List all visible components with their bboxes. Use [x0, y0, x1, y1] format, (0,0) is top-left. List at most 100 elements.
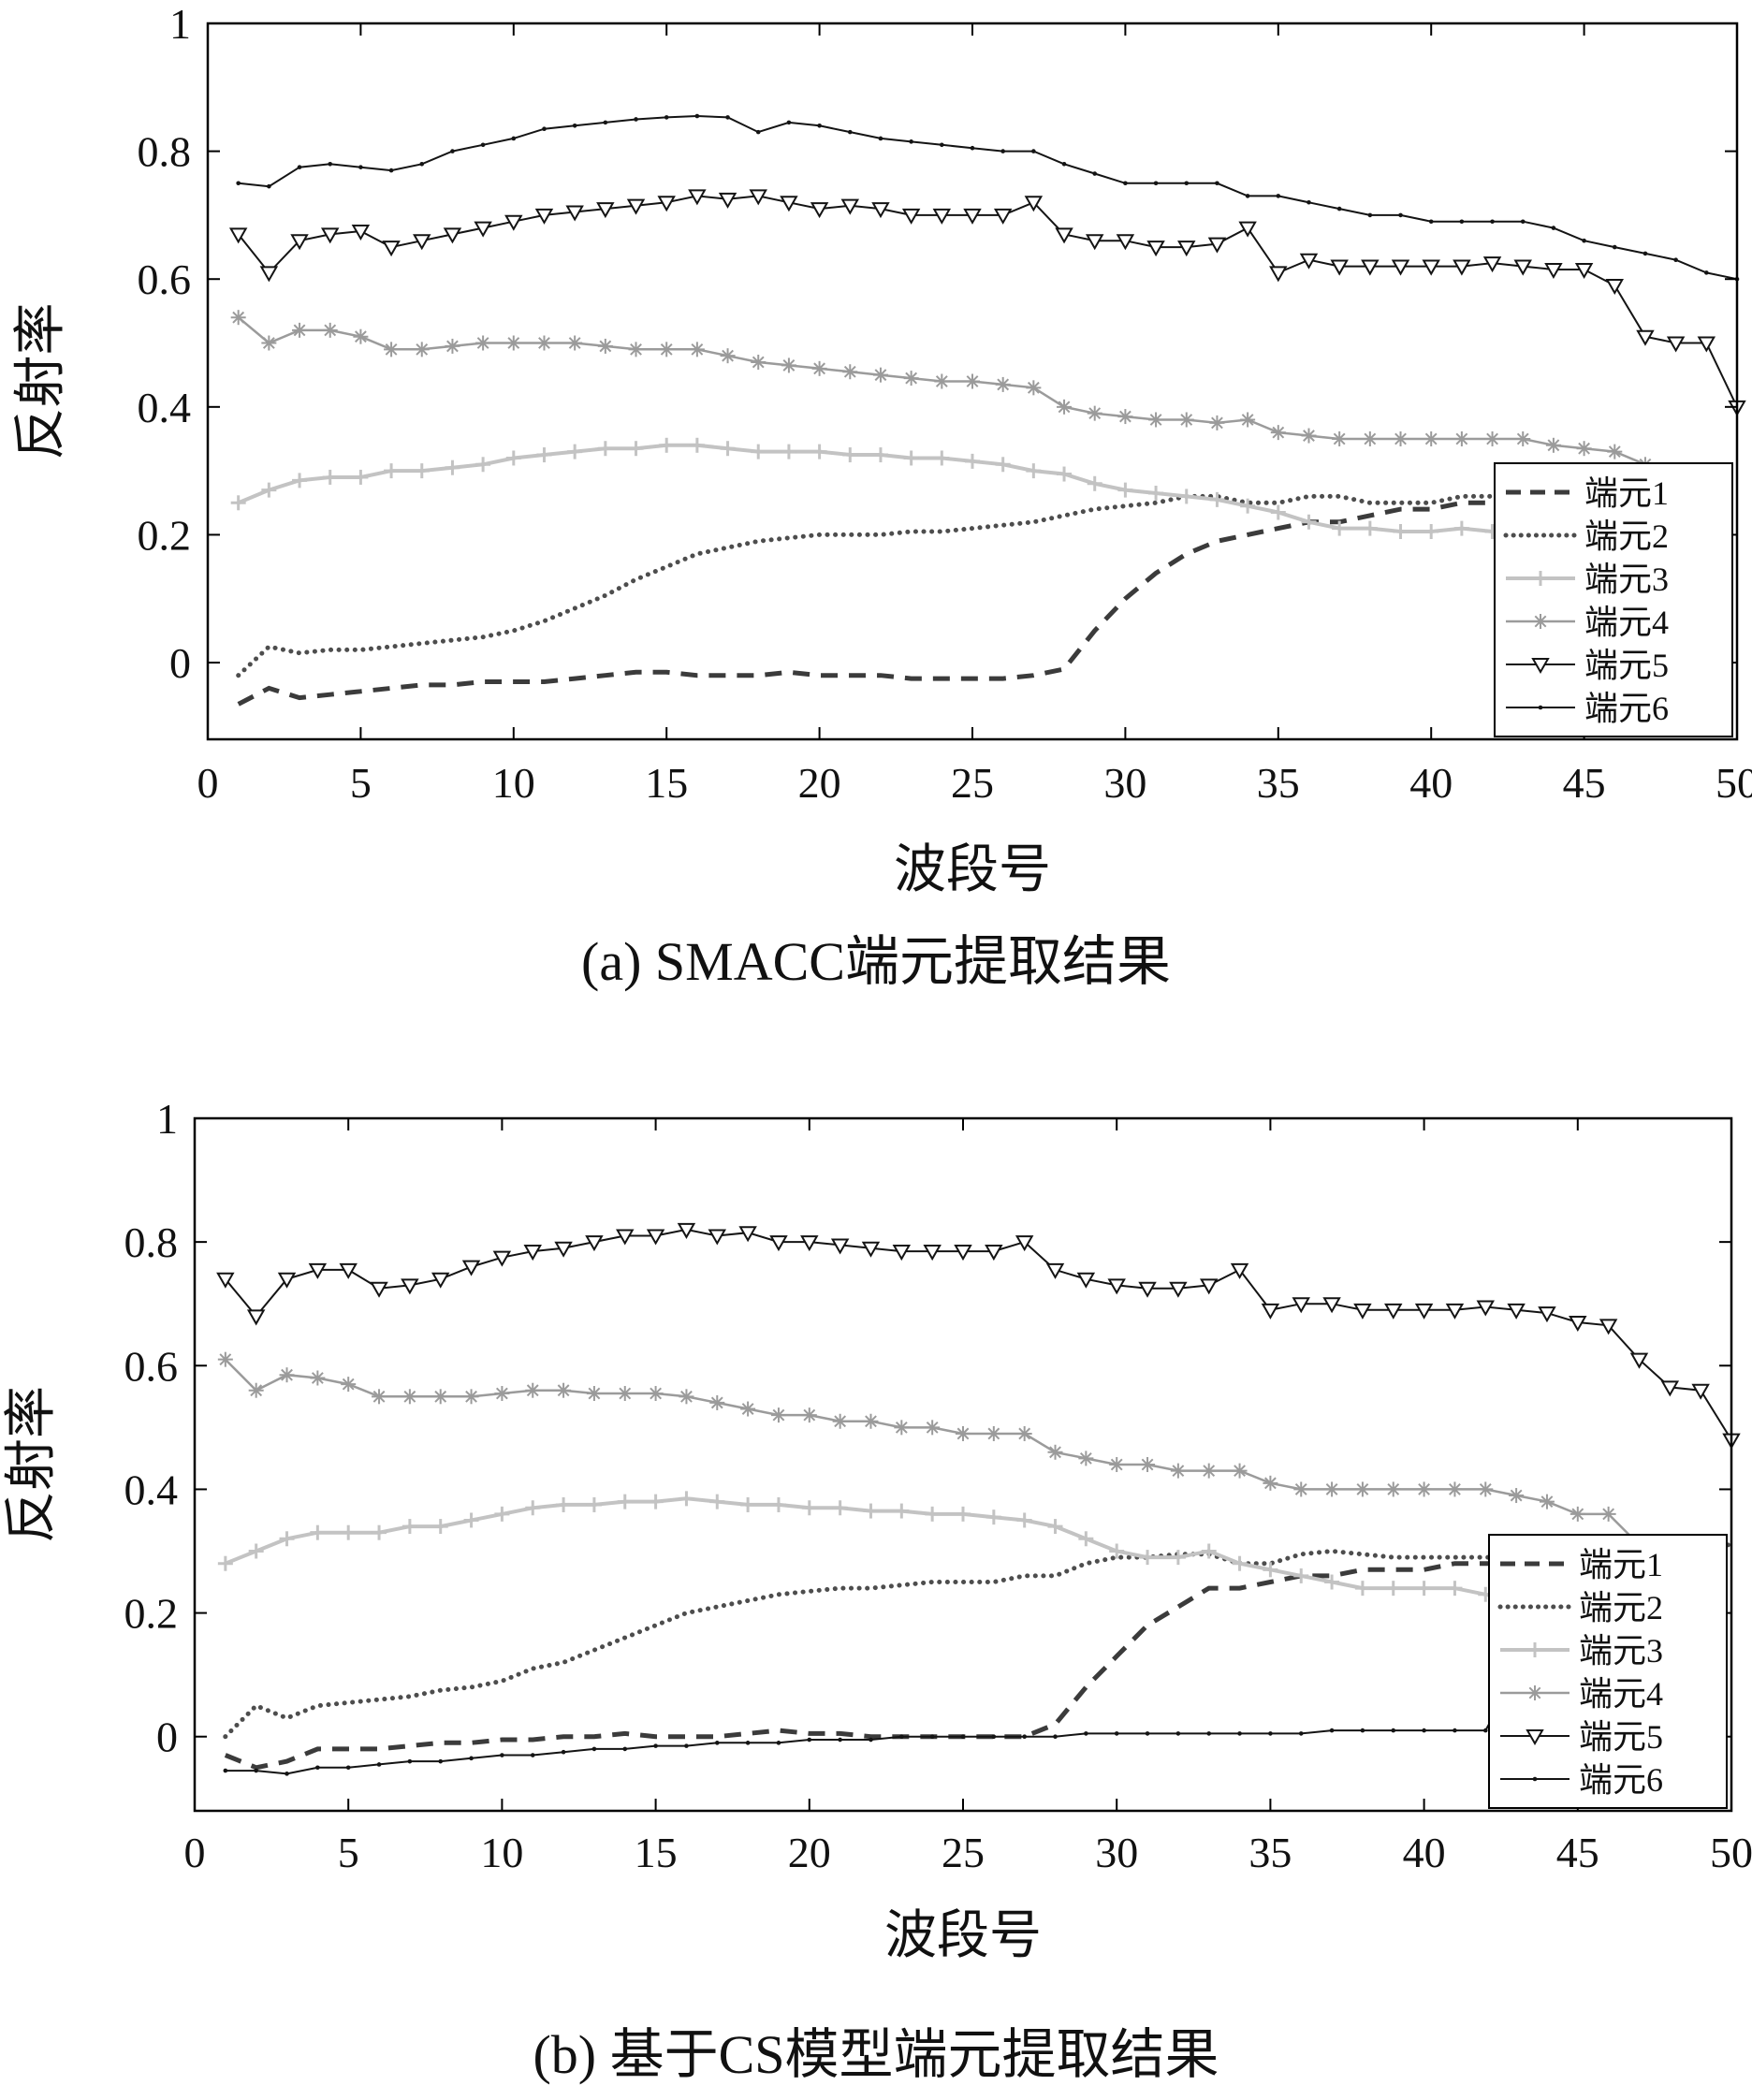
x-tick-label: 5	[338, 1829, 359, 1876]
triangle-down-marker	[228, 227, 248, 244]
asterisk-marker	[1201, 1463, 1217, 1479]
dot-marker	[285, 1772, 289, 1776]
y-tick-label: 0.6	[124, 1342, 179, 1390]
plus-marker	[709, 1494, 725, 1509]
asterisk-marker	[751, 355, 766, 371]
dot-marker	[1582, 238, 1586, 243]
triangle-down-marker	[1482, 256, 1502, 273]
dot-marker	[786, 120, 792, 125]
triangle-down-marker	[492, 1250, 512, 1267]
asterisk-marker	[230, 310, 246, 326]
asterisk-marker	[617, 1386, 633, 1402]
plus-marker	[1140, 1550, 1156, 1566]
dot-marker	[817, 123, 822, 128]
legend-box	[1494, 462, 1733, 737]
plus-marker	[1270, 504, 1286, 520]
dot-marker	[776, 1741, 781, 1745]
dot-marker	[1704, 270, 1709, 275]
asterisk-marker	[1576, 441, 1592, 457]
plus-marker	[679, 1491, 694, 1507]
dot-marker	[1360, 1728, 1365, 1733]
x-tick-label: 15	[635, 1829, 678, 1876]
triangle-down-marker	[534, 208, 554, 225]
series-line-端元6	[225, 1674, 1517, 1775]
dot-marker	[480, 142, 486, 148]
plus-marker	[1109, 1543, 1125, 1559]
triangle-down-marker	[1353, 1303, 1372, 1320]
triangle-down-marker	[523, 1245, 542, 1261]
asterisk-marker	[567, 335, 583, 351]
plus-marker	[292, 473, 308, 489]
series-line-端元6	[238, 114, 1738, 281]
y-tick-label: 0.2	[138, 511, 192, 559]
dot-marker	[714, 1741, 720, 1745]
asterisk-marker	[372, 1389, 387, 1405]
dot-marker	[407, 1758, 413, 1764]
dot-marker	[847, 129, 853, 135]
dot-marker	[1206, 1731, 1212, 1736]
plus-marker	[402, 1519, 417, 1535]
asterisk-marker	[1047, 1444, 1063, 1460]
triangle-down-marker	[1384, 1303, 1403, 1320]
dot-marker	[1551, 226, 1556, 230]
plus-marker	[934, 450, 950, 466]
triangle-down-marker	[1116, 234, 1135, 251]
triangle-down-marker	[1107, 1278, 1126, 1295]
dot-marker	[970, 145, 975, 151]
triangle-down-marker	[1299, 253, 1319, 270]
dot-marker	[388, 168, 394, 173]
triangle-down-marker	[1292, 1297, 1310, 1314]
legend-label: 端元5	[1584, 647, 1669, 684]
chart-a-smacc: 0 5 10 15 20 25 30 35 40 45 50 0 0.2 0.4 0.6 0.8 1 波段号 反射率…	[12, 0, 1752, 899]
y-tick-label: 0.6	[138, 255, 192, 303]
plus-marker	[1148, 486, 1164, 502]
dot-marker	[1175, 1731, 1181, 1736]
asterisk-marker	[1393, 430, 1409, 446]
plus-marker	[751, 444, 766, 459]
asterisk-marker	[956, 1425, 971, 1441]
triangle-down-marker	[993, 208, 1013, 225]
asterisk-marker	[1570, 1506, 1585, 1522]
asterisk-marker	[903, 371, 919, 386]
plus-marker	[1178, 489, 1194, 504]
asterisk-marker	[248, 1382, 264, 1398]
asterisk-marker	[1078, 1451, 1094, 1466]
asterisk-marker	[709, 1394, 725, 1410]
dot-marker	[1307, 199, 1311, 205]
triangle-down-marker	[688, 189, 707, 206]
asterisk-marker	[1087, 405, 1102, 421]
triangle-down-marker	[616, 1229, 635, 1246]
legend-label: 端元2	[1579, 1589, 1663, 1626]
triangle-down-marker	[308, 1262, 328, 1279]
asterisk-marker	[1478, 1481, 1494, 1497]
dot-marker	[1673, 257, 1678, 263]
dot-marker	[267, 183, 271, 189]
dot-marker	[438, 1758, 444, 1764]
dot-marker	[1336, 206, 1342, 211]
dot-marker	[358, 165, 363, 169]
plus-marker	[894, 1503, 910, 1519]
x-tick-label: 45	[1556, 1829, 1599, 1876]
plus-marker	[1293, 1568, 1309, 1583]
plus-marker	[1026, 463, 1042, 479]
asterisk-marker	[1600, 1506, 1616, 1522]
triangle-down-marker	[554, 1241, 573, 1258]
y-tick-label: 0.8	[124, 1218, 179, 1266]
triangle-down-marker	[1697, 336, 1716, 353]
dot-marker	[328, 161, 333, 167]
asterisk-marker	[432, 1389, 448, 1405]
dot-marker	[991, 1734, 997, 1740]
asterisk-marker	[1484, 430, 1500, 446]
plus-marker	[1209, 491, 1225, 507]
plus-marker	[1016, 1512, 1032, 1528]
asterisk-marker	[494, 1386, 510, 1402]
legend-label: 端元3	[1579, 1632, 1663, 1670]
triangle-down-marker	[800, 1235, 819, 1252]
legend-label: 端元4	[1579, 1675, 1663, 1713]
triangle-down-marker	[646, 1229, 665, 1246]
dot-marker	[1153, 181, 1159, 186]
plus-marker	[261, 482, 277, 498]
dot-marker	[315, 1765, 320, 1771]
triangle-down-marker	[1574, 262, 1594, 279]
